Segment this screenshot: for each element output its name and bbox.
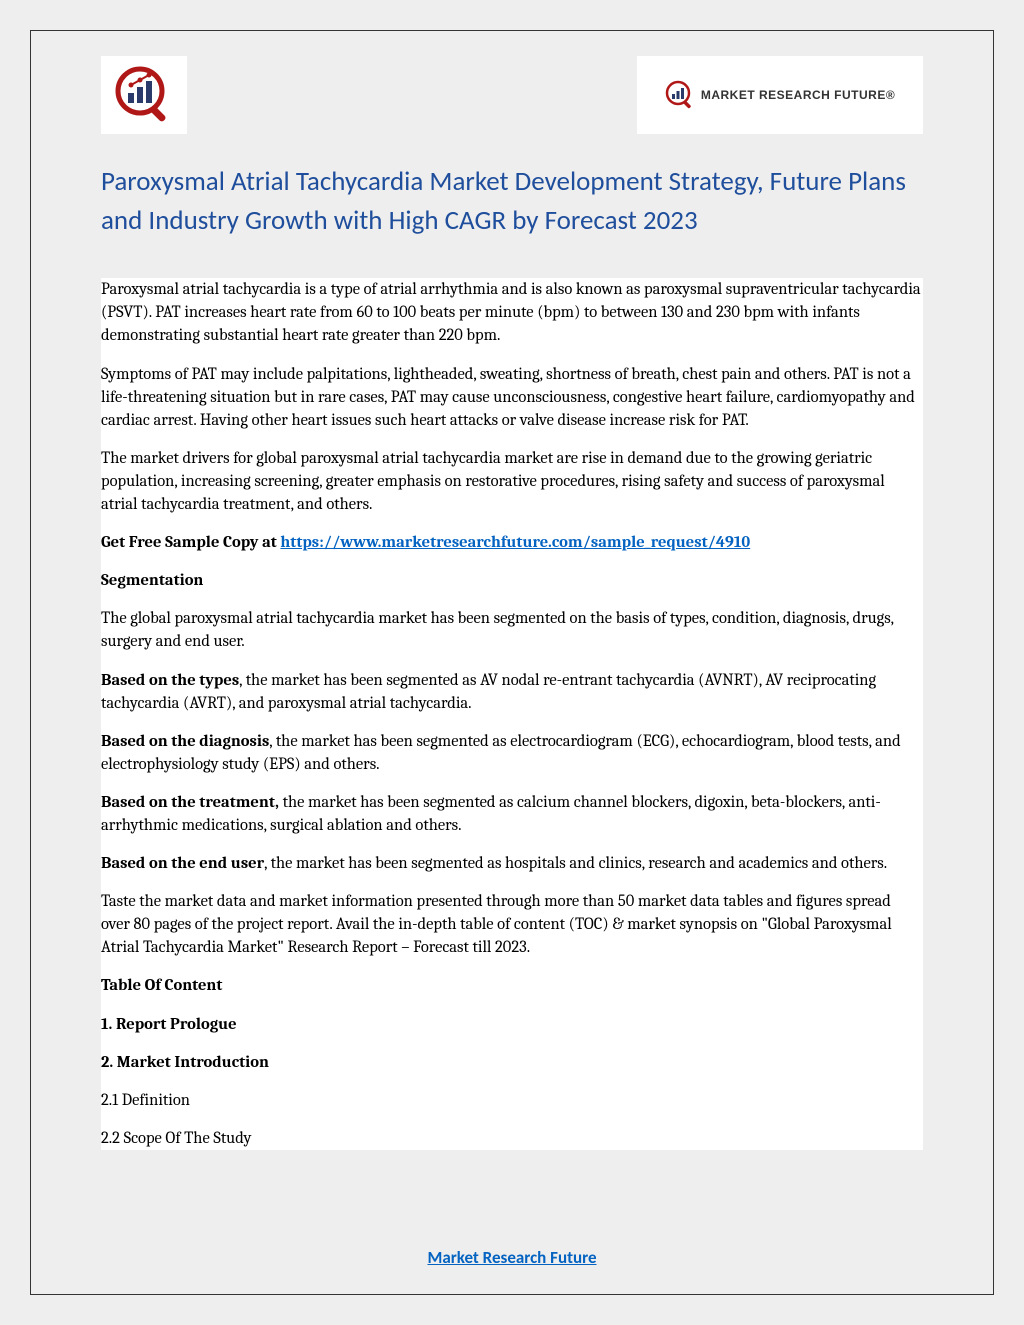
seg-types: Based on the types, the market has been … — [101, 669, 923, 715]
toc-2: 2. Market Introduction — [101, 1051, 923, 1074]
seg-diag-label: Based on the diagnosis — [101, 732, 269, 751]
toc-2-2: 2.2 Scope Of The Study — [101, 1127, 923, 1150]
seg-enduser: Based on the end user, the market has be… — [101, 852, 923, 875]
logo-right-text: MARKET RESEARCH FUTURE® — [701, 88, 895, 102]
paragraph-intro-2: Symptoms of PAT may include palpitations… — [101, 363, 923, 432]
toc-2-1: 2.1 Definition — [101, 1089, 923, 1112]
seg-types-label: Based on the types — [101, 671, 239, 690]
header-row: MARKET RESEARCH FUTURE® — [101, 56, 923, 134]
page-title: Paroxysmal Atrial Tachycardia Market Dev… — [101, 162, 923, 240]
magnifier-chart-icon-small — [665, 80, 695, 110]
footer: Market Research Future — [31, 1247, 993, 1268]
sample-label: Get Free Sample Copy at — [101, 533, 280, 552]
segmentation-heading: Segmentation — [101, 569, 923, 592]
seg-enduser-label: Based on the end user — [101, 854, 264, 873]
taste-paragraph: Taste the market data and market informa… — [101, 890, 923, 959]
seg-treatment: Based on the treatment, the market has b… — [101, 791, 923, 837]
logo-right: MARKET RESEARCH FUTURE® — [637, 56, 923, 134]
content-area: Paroxysmal atrial tachycardia is a type … — [101, 278, 923, 1150]
segmentation-intro: The global paroxysmal atrial tachycardia… — [101, 607, 923, 653]
footer-link[interactable]: Market Research Future — [427, 1247, 596, 1268]
logo-left — [101, 56, 187, 134]
toc-1: 1. Report Prologue — [101, 1013, 923, 1036]
toc-heading: Table Of Content — [101, 974, 923, 997]
sample-line: Get Free Sample Copy at https://www.mark… — [101, 531, 923, 554]
seg-enduser-text: , the market has been segmented as hospi… — [264, 854, 887, 873]
sample-link[interactable]: https://www.marketresearchfuture.com/sam… — [280, 533, 750, 552]
magnifier-chart-icon — [114, 65, 174, 125]
document-page: MARKET RESEARCH FUTURE® Paroxysmal Atria… — [30, 30, 994, 1295]
seg-diagnosis: Based on the diagnosis, the market has b… — [101, 730, 923, 776]
paragraph-intro-1: Paroxysmal atrial tachycardia is a type … — [101, 278, 923, 347]
paragraph-intro-3: The market drivers for global paroxysmal… — [101, 447, 923, 516]
seg-treat-label: Based on the treatment, — [101, 793, 279, 812]
